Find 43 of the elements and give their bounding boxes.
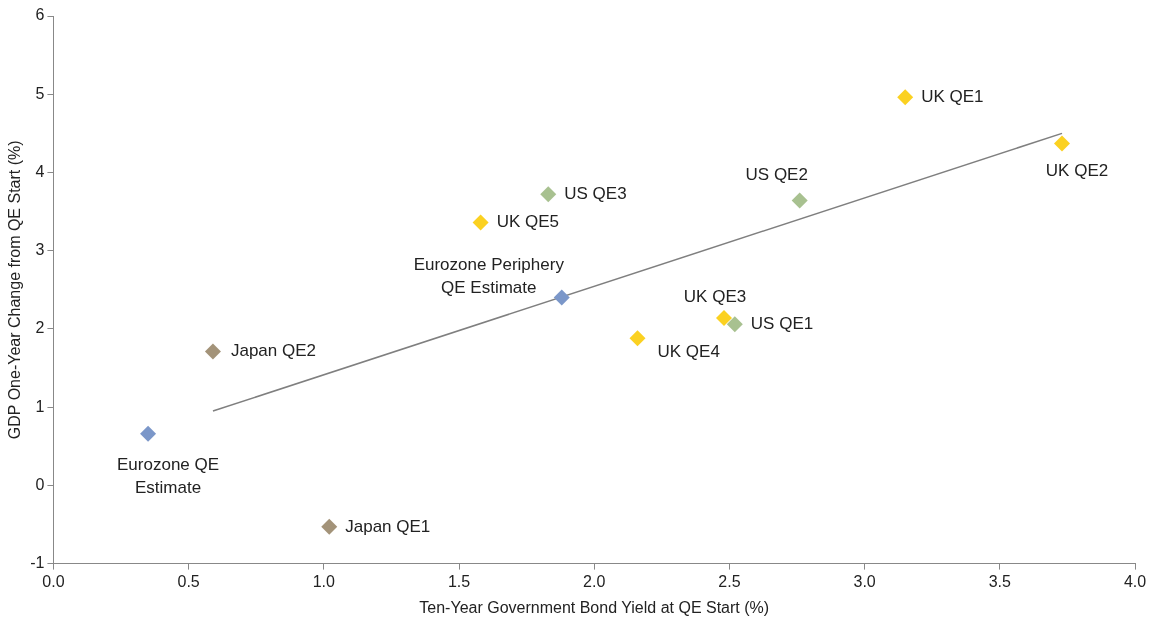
- x-tick-label: 2.5: [718, 572, 741, 590]
- x-tick-label: 1.0: [312, 572, 336, 590]
- x-tick-label: 4.0: [1123, 572, 1147, 590]
- point: [321, 518, 338, 535]
- x-tick-label: 0.5: [177, 572, 200, 590]
- point: [1053, 135, 1070, 152]
- annotation: UK QE2: [1045, 161, 1109, 181]
- annotation: US QE1: [750, 313, 814, 333]
- x-tick-label: 3.5: [988, 572, 1012, 590]
- point: [629, 330, 646, 347]
- point: [553, 289, 570, 306]
- y-tick-label: 6: [35, 6, 45, 24]
- annotation: Eurozone QE Estimate: [117, 455, 220, 498]
- annotation: Eurozone Periphery QE Estimate: [413, 255, 565, 298]
- x-tick-label: 0.0: [42, 572, 65, 590]
- x-axis-title: Ten-Year Government Bond Yield at QE Start (%): [419, 598, 770, 616]
- annotation: US QE3: [564, 184, 627, 204]
- y-tick-label: 5: [35, 84, 45, 102]
- y-tick-label: 0: [35, 475, 45, 493]
- annotation: UK QE5: [496, 212, 560, 232]
- x-tick-label: 1.5: [447, 572, 471, 590]
- annotation: Japan QE2: [230, 341, 317, 361]
- annotation: UK QE1: [921, 87, 984, 107]
- x-tick-label: 3.0: [853, 572, 876, 590]
- point: [204, 343, 221, 360]
- y-tick-label: 4: [35, 162, 45, 180]
- y-tick-label: 1: [35, 397, 45, 415]
- point: [472, 214, 489, 231]
- point: [540, 186, 557, 203]
- point: [897, 89, 914, 106]
- point: [726, 316, 743, 333]
- annotation: UK QE4: [657, 341, 720, 361]
- y-tick-label: -1: [30, 554, 45, 572]
- annotation: Japan QE1: [345, 516, 431, 536]
- annotation: US QE2: [745, 165, 808, 185]
- y-axis-title: GDP One-Year Change from QE Start (%): [6, 140, 24, 440]
- y-tick-label: 2: [35, 319, 45, 337]
- annotation: UK QE3: [683, 286, 747, 306]
- x-tick-label: 2.0: [583, 572, 606, 590]
- point: [791, 192, 808, 209]
- point: [716, 309, 732, 326]
- y-tick-label: 3: [35, 241, 45, 259]
- point: [140, 425, 157, 442]
